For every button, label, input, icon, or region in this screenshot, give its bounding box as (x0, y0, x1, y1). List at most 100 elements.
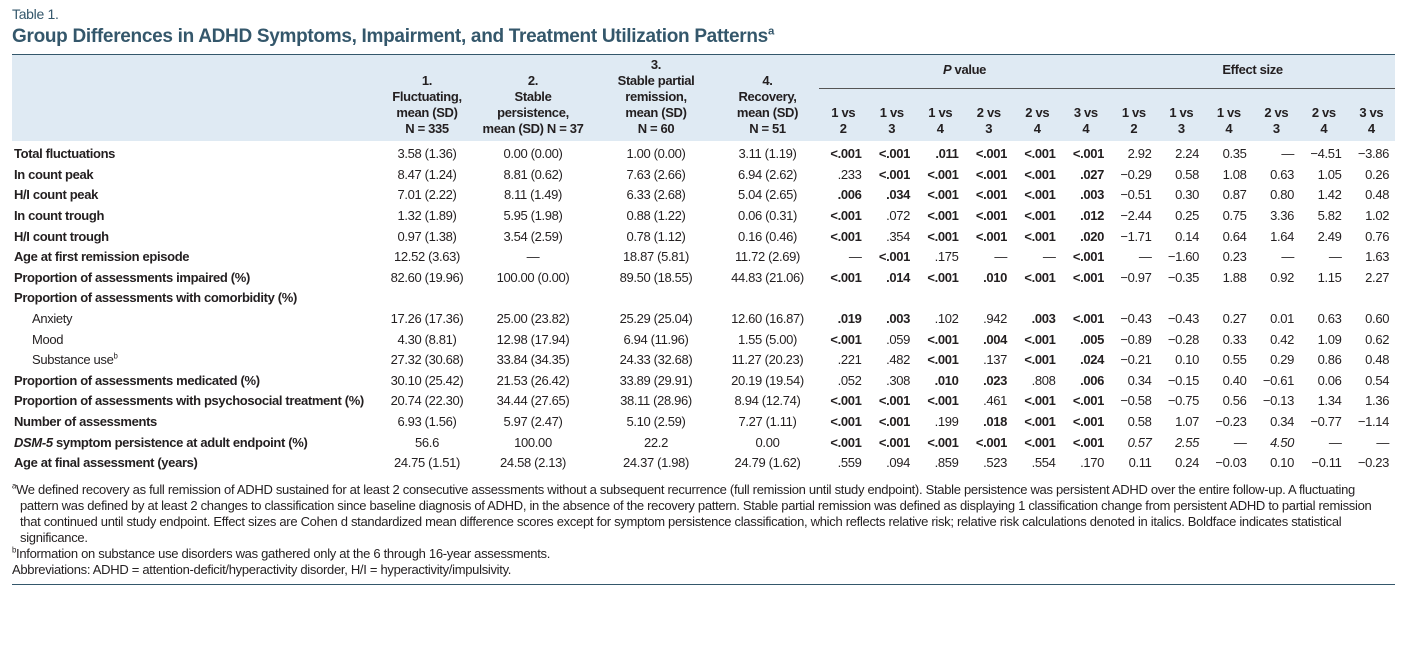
title-text: Group Differences in ADHD Symptoms, Impa… (12, 26, 768, 47)
group-header: 4. Recovery, mean (SD) N = 51 (736, 73, 799, 136)
effect-cell: 1.88 (1222, 269, 1247, 285)
label-text: Substance use (32, 352, 114, 368)
effect-cell: 1.15 (1317, 269, 1342, 285)
effect-cell: 0.35 (1222, 146, 1247, 162)
row-label: Number of assessments (12, 412, 384, 433)
effect-cell: 1.42 (1317, 187, 1342, 203)
group-cell: 8.11 (1.49) (503, 187, 563, 203)
effect-cell: −0.75 (1167, 393, 1200, 409)
table-row: Total fluctuations 3.58 (1.36) 0.00 (0.00)… (12, 141, 1395, 165)
p-value-cell: .034 (886, 187, 910, 203)
effect-cell: 1.07 (1175, 414, 1200, 430)
table-number: Table 1. (12, 6, 59, 22)
table-row: H/I count peak 7.01 (2.22) 8.11 (1.49) 6.33… (12, 185, 1395, 206)
effect-cell (1158, 288, 1206, 309)
p-value-cell: <.001 (878, 166, 911, 182)
comparison-header: 2 vs 3 (976, 105, 1001, 136)
effect-cell: 0.14 (1175, 228, 1200, 244)
p-value-cell: .003 (886, 311, 910, 327)
footnote: Abbreviations: ADHD = attention-deficit/… (12, 562, 1395, 578)
p-value-cell: .003 (1080, 187, 1105, 203)
group-cell: 82.60 (19.96) (390, 269, 464, 285)
p-value-cell: <.001 (927, 269, 959, 285)
effect-cell: 2.27 (1365, 269, 1390, 285)
p-value-cell: .808 (1031, 372, 1056, 388)
group-cell: 24.75 (1.51) (394, 455, 460, 471)
comparison-header: 1 vs 2 (1121, 105, 1146, 136)
p-value-cell: — (994, 249, 1007, 265)
table-row: Age at first remission episode 12.52 (3.6… (12, 247, 1395, 268)
p-value-cell: <.001 (1024, 146, 1056, 162)
p-value-cell: <.001 (830, 228, 862, 244)
comparison-header: 3 vs 4 (1359, 105, 1384, 136)
effect-cell: 0.01 (1270, 311, 1295, 327)
p-value-cell: <.001 (927, 331, 959, 347)
group-cell: 12.98 (17.94) (496, 331, 570, 347)
p-value-cell: .554 (1031, 455, 1056, 471)
p-value-cell: .102 (934, 311, 959, 327)
comparison-header: 3 vs 4 (1073, 105, 1098, 136)
p-value-cell: <.001 (1024, 352, 1056, 368)
footnote: aWe defined recovery as full remission o… (12, 482, 1395, 546)
comparison-header: 2 vs 4 (1311, 105, 1336, 136)
group-cell: 18.87 (5.81) (623, 249, 689, 265)
row-label: H/I count peak (12, 185, 384, 206)
effect-cell: −0.15 (1167, 372, 1200, 388)
table-body: Total fluctuations 3.58 (1.36) 0.00 (0.00)… (12, 141, 1395, 474)
p-value-cell: <.001 (927, 393, 959, 409)
footnote: bInformation on substance use disorders … (12, 546, 1395, 562)
effect-cell (1205, 288, 1253, 309)
effect-cell: — (1376, 434, 1390, 450)
label-italic: DSM-5 (14, 434, 53, 450)
effect-cell: 0.29 (1270, 352, 1295, 368)
p-value-cell: .175 (934, 249, 959, 265)
label-text: H/I count trough (14, 228, 109, 244)
p-value-cell: <.001 (1072, 269, 1105, 285)
group-cell (716, 288, 819, 309)
group-cell: 30.10 (25.42) (390, 372, 464, 388)
effect-cell (1348, 288, 1396, 309)
p-value-cell: .308 (886, 372, 910, 388)
label-text: Age at first remission episode (14, 249, 190, 265)
p-value-cell: <.001 (830, 146, 862, 162)
group-cell: 24.79 (1.62) (734, 455, 801, 471)
footnote-sup: a (12, 481, 17, 491)
header-row: 1. Fluctuating, mean (SD) N = 335 2. Stab… (12, 54, 1396, 136)
effect-cell: 0.48 (1365, 187, 1390, 203)
p-value-cell: .005 (1080, 331, 1105, 347)
effect-cell: 0.11 (1128, 455, 1152, 471)
effect-cell: −4.51 (1310, 146, 1342, 162)
effect-cell: — (1281, 146, 1295, 162)
p-header-text: value (951, 61, 987, 77)
effect-cell: 0.06 (1317, 372, 1342, 388)
label-text: Anxiety (32, 311, 73, 327)
p-value-cell: <.001 (830, 434, 862, 450)
effect-cell: 0.42 (1270, 331, 1295, 347)
row-label: Proportion of assessments impaired (%) (12, 268, 384, 289)
row-label: Proportion of assessments medicated (%) (12, 371, 384, 392)
p-value-cell: .023 (983, 372, 1007, 388)
effect-cell: −0.43 (1120, 311, 1152, 327)
label-text: Proportion of assessments with comorbidi… (14, 290, 297, 306)
group-cell: 7.63 (2.66) (626, 166, 686, 182)
p-value-cell (1013, 288, 1062, 309)
row-label: Age at first remission episode (12, 247, 384, 268)
effect-cell: 0.25 (1175, 208, 1200, 224)
effect-cell: 0.27 (1222, 311, 1247, 327)
group-cell: 100.00 (0.00) (496, 269, 570, 285)
p-value-cell: — (1042, 249, 1056, 265)
group-cell: 3.11 (1.19) (738, 146, 797, 162)
p-value-cell: <.001 (927, 434, 959, 450)
p-value-cell: <.001 (1024, 208, 1056, 224)
p-value-cell: <.001 (878, 249, 911, 265)
p-italic: P (942, 61, 952, 77)
effect-cell (1300, 288, 1348, 309)
effect-cell: 1.05 (1317, 166, 1342, 182)
table-row: Mood 4.30 (8.81) 12.98 (17.94) 6.94 (11.96)… (12, 329, 1395, 350)
group-cell: 1.00 (0.00) (626, 146, 686, 162)
group-cell (384, 288, 470, 309)
p-value-cell: <.001 (1072, 393, 1105, 409)
effect-cell: −0.51 (1120, 187, 1152, 203)
p-value-cell: .523 (983, 455, 1007, 471)
